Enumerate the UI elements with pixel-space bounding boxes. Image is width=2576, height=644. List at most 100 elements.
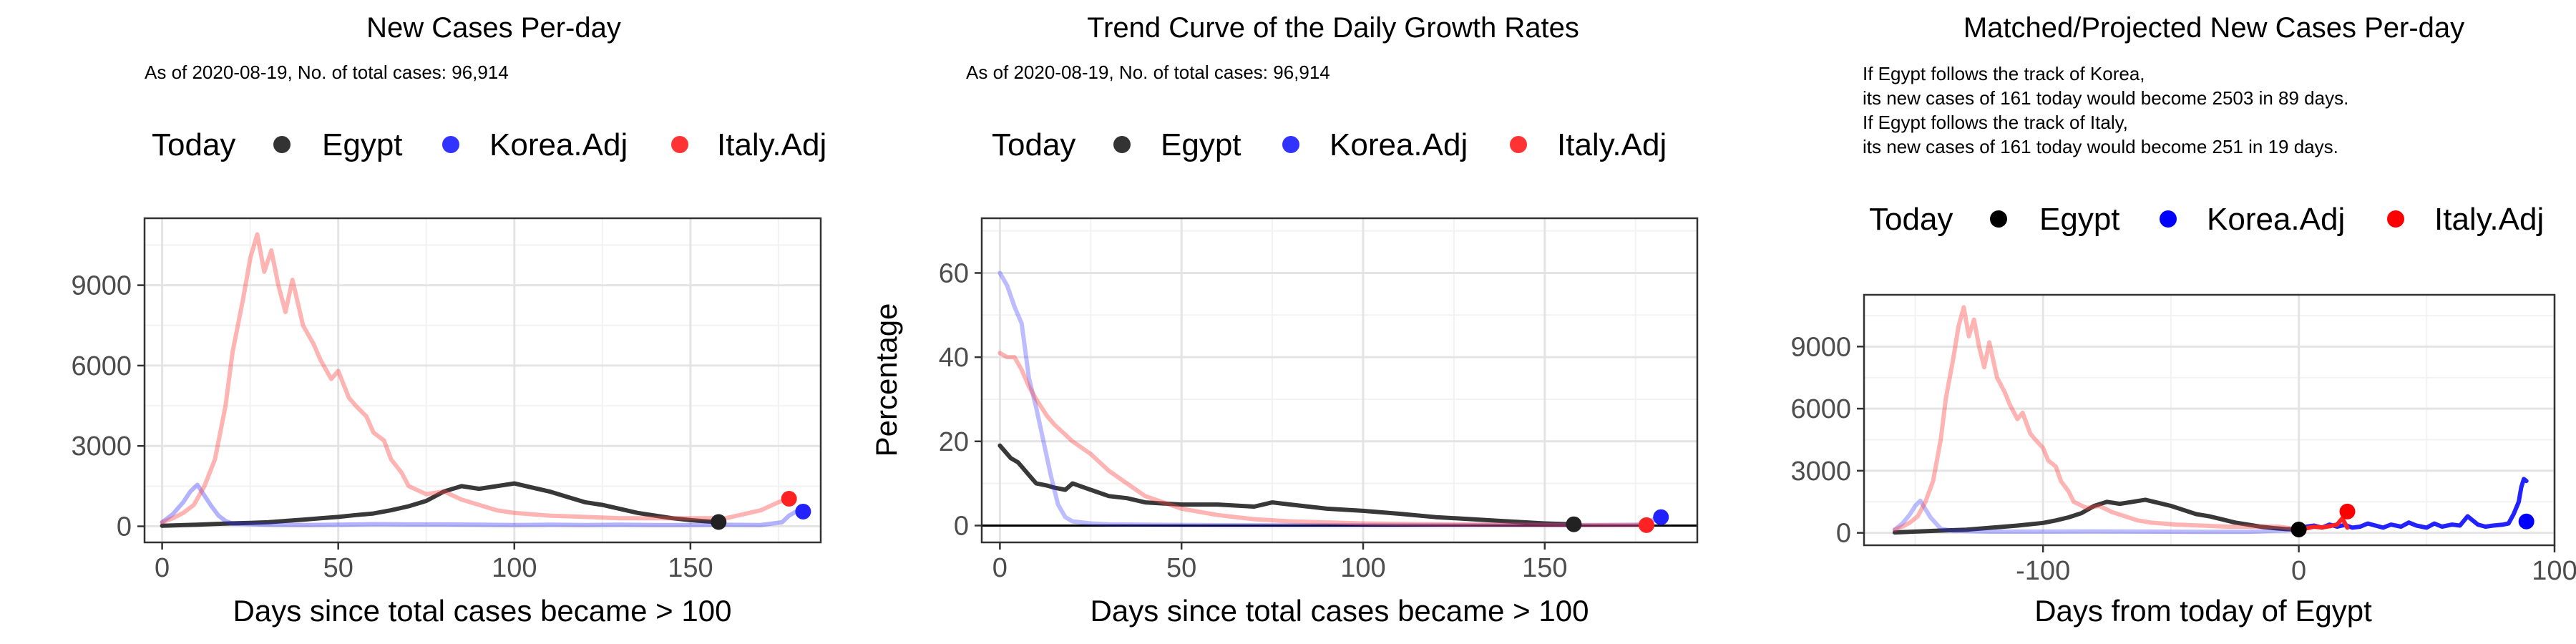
series-line-egypt (160, 481, 721, 528)
series-line-korea-adj (160, 482, 806, 527)
plot-background (145, 218, 821, 542)
today-point-korea-adj (795, 503, 811, 519)
x-tick-label: 100 (2532, 556, 2576, 586)
x-tick-label: 150 (1522, 553, 1567, 583)
y-tick-label: 3000 (1790, 457, 1851, 487)
y-axis-title: Percentage (869, 303, 903, 457)
legend-label-korea: Korea.Adj (2207, 202, 2345, 237)
x-tick-label: -100 (2016, 556, 2070, 586)
legend-label-egypt: Egypt (1161, 127, 1241, 162)
grid (1864, 295, 2556, 545)
y-tick-label: 0 (1836, 519, 1851, 549)
legend: Today Egypt Korea.Adj Italy.Adj (992, 127, 1667, 162)
legend-label-egypt: Egypt (322, 127, 403, 162)
series-line-italy-adj (1892, 305, 2301, 532)
legend-title: Today (1869, 202, 1953, 237)
legend-title: Today (992, 127, 1075, 162)
annotation-line: its new cases of 161 today would become … (1863, 136, 2338, 157)
annotation-line: If Egypt follows the track of Korea, (1863, 63, 2145, 84)
x-tick-label: 0 (2291, 556, 2306, 586)
plot-border (1863, 293, 2556, 547)
panel-new-cases: New Cases Per-day As of 2020-08-19, No. … (71, 12, 826, 628)
series-line-egypt (997, 443, 1576, 527)
legend-label-italy: Italy.Adj (717, 127, 826, 162)
series-line-italy-adj (160, 232, 791, 525)
series-line-korea-adj (1892, 498, 2301, 535)
x-tick-label: 150 (668, 553, 713, 583)
chart-title: New Cases Per-day (366, 12, 621, 44)
plot-background (1864, 295, 2555, 545)
legend-key-egypt (1113, 136, 1131, 153)
legend-key-korea (442, 136, 459, 153)
x-axis-title: Days since total cases became > 100 (1091, 594, 1589, 628)
y-tick-label: 40 (939, 343, 969, 373)
legend-key-egypt (273, 136, 291, 153)
y-tick-label: 60 (939, 258, 969, 288)
annotation-line: If Egypt follows the track of Italy, (1863, 112, 2128, 133)
x-axis-title: Days since total cases became > 100 (233, 594, 732, 628)
axis-ticks: 0 50 100 150 0 3000 6000 9000 (71, 271, 713, 583)
x-axis-title: Days from today of Egypt (2034, 594, 2372, 628)
legend-key-italy (2387, 210, 2404, 228)
legend-label-korea: Korea.Adj (489, 127, 628, 162)
today-points (711, 490, 811, 530)
chart-title: Trend Curve of the Daily Growth Rates (1087, 12, 1579, 44)
series-line-korea-adj-projected (2296, 477, 2529, 532)
today-point-egypt (1566, 516, 1582, 532)
panel-projected: Matched/Projected New Cases Per-day If E… (1790, 12, 2576, 628)
y-tick-label: 9000 (71, 271, 132, 301)
legend-key-korea (1282, 136, 1299, 153)
today-point-italy-adj (2339, 503, 2356, 519)
today-point-italy-adj (781, 490, 797, 507)
y-tick-label: 6000 (1790, 394, 1851, 424)
x-tick-label: 50 (1166, 553, 1196, 583)
y-tick-label: 9000 (1790, 332, 1851, 362)
panel-growth-rates: Trend Curve of the Daily Growth Rates As… (869, 12, 1699, 628)
y-tick-label: 0 (954, 511, 969, 541)
today-points (2290, 503, 2534, 537)
series-line-italy-adj (997, 351, 1649, 527)
series-line-egypt (1892, 497, 2301, 535)
today-point-korea-adj (1653, 509, 1669, 525)
legend-key-italy (1510, 136, 1527, 153)
today-point-egypt (711, 514, 727, 530)
x-tick-label: 0 (992, 553, 1008, 583)
series-lines (1892, 305, 2529, 535)
y-tick-label: 3000 (71, 431, 132, 462)
series-line-italy-adj-projected (2296, 516, 2350, 532)
x-tick-label: 100 (492, 553, 537, 583)
axis-ticks: -100 0 100 0 3000 6000 9000 (1790, 332, 2576, 586)
y-tick-label: 0 (117, 512, 132, 542)
chart-title: Matched/Projected New Cases Per-day (1963, 12, 2464, 44)
chart-subtitle: As of 2020-08-19, No. of total cases: 96… (145, 62, 509, 83)
grid (982, 218, 1697, 542)
plot-border (980, 217, 1699, 544)
series-line-korea-adj (997, 270, 1664, 527)
axis-ticks: 0 50 100 150 0 20 40 60 (939, 258, 1568, 583)
plot-border (143, 217, 822, 544)
legend-label-egypt: Egypt (2039, 202, 2120, 237)
annotation-line: its new cases of 161 today would become … (1863, 87, 2348, 109)
y-tick-label: 20 (939, 427, 969, 457)
today-point-korea-adj (2518, 513, 2534, 530)
legend-key-korea (2160, 210, 2177, 228)
plot-background (982, 218, 1697, 542)
legend-label-italy: Italy.Adj (2434, 202, 2544, 237)
chart-subtitle: As of 2020-08-19, No. of total cases: 96… (966, 62, 1330, 83)
legend: Today Egypt Korea.Adj Italy.Adj (1869, 202, 2544, 237)
legend-key-egypt (1990, 210, 2007, 228)
today-point-italy-adj (1638, 517, 1654, 533)
x-tick-label: 50 (323, 553, 353, 583)
legend: Today Egypt Korea.Adj Italy.Adj (152, 127, 826, 162)
today-point-egypt (2290, 521, 2307, 537)
x-tick-label: 100 (1340, 553, 1385, 583)
series-lines (997, 270, 1664, 527)
x-tick-label: 0 (155, 553, 170, 583)
legend-label-italy: Italy.Adj (1557, 127, 1667, 162)
legend-title: Today (152, 127, 235, 162)
y-tick-label: 6000 (71, 351, 132, 381)
legend-label-korea: Korea.Adj (1330, 127, 1468, 162)
legend-key-italy (671, 136, 688, 153)
series-lines (160, 232, 806, 528)
